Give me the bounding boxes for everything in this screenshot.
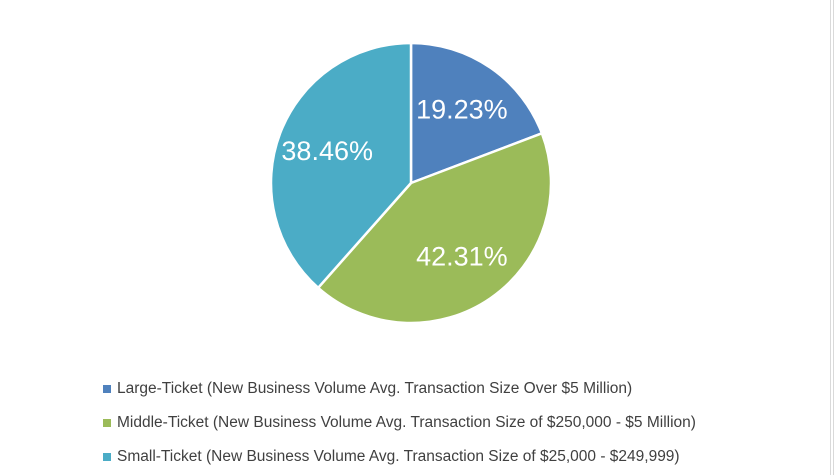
legend-label-middle-ticket: Middle-Ticket (New Business Volume Avg. … — [117, 414, 696, 431]
legend-item-middle-ticket: Middle-Ticket (New Business Volume Avg. … — [103, 406, 823, 440]
pie-slice-middle-ticket — [316, 132, 553, 325]
legend-swatch-middle-ticket — [103, 419, 111, 427]
data-label-middle-ticket: 42.31% — [416, 242, 508, 272]
data-label-small-ticket: 38.46% — [281, 136, 373, 166]
pie-slice-small-ticket — [269, 41, 413, 290]
legend-swatch-large-ticket — [103, 385, 111, 393]
chart-frame-edge-outer — [833, 0, 834, 475]
chart-frame-edge — [830, 0, 831, 475]
legend-label-large-ticket: Large-Ticket (New Business Volume Avg. T… — [117, 380, 633, 397]
legend-label-small-ticket: Small-Ticket (New Business Volume Avg. T… — [117, 448, 680, 465]
chart-legend: Large-Ticket (New Business Volume Avg. T… — [103, 372, 823, 474]
data-label-large-ticket: 19.23% — [416, 94, 508, 124]
legend-item-small-ticket: Small-Ticket (New Business Volume Avg. T… — [103, 440, 823, 474]
legend-item-large-ticket: Large-Ticket (New Business Volume Avg. T… — [103, 372, 823, 406]
pie-slice-large-ticket — [409, 41, 544, 185]
legend-swatch-small-ticket — [103, 453, 111, 461]
